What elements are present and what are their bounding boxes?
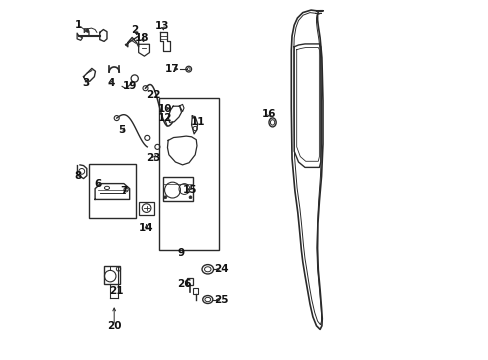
Text: 18: 18 [134,33,149,43]
Bar [139,202,153,215]
Text: 26: 26 [176,279,191,289]
Text: 4: 4 [107,78,115,88]
Circle shape [163,196,166,199]
Text: 14: 14 [139,222,154,233]
Text: 16: 16 [261,109,276,120]
Bar [104,266,120,284]
Text: 5: 5 [118,125,125,135]
Text: 24: 24 [213,264,228,274]
Text: 17: 17 [164,64,179,74]
Text: 9: 9 [178,248,184,258]
Bar [193,288,197,294]
Text: 10: 10 [157,104,171,114]
Text: 15: 15 [182,185,197,195]
Text: 11: 11 [190,117,204,127]
Text: 19: 19 [122,81,137,91]
Text: 1: 1 [74,20,81,30]
Text: 3: 3 [82,78,89,88]
Text: 6: 6 [94,179,101,189]
Text: 20: 20 [107,321,121,331]
Bar [186,278,192,285]
Text: 23: 23 [146,153,161,163]
Text: 12: 12 [157,113,171,123]
Bar [89,164,136,218]
Text: 7: 7 [120,186,127,196]
Text: 21: 21 [109,286,123,296]
Bar [163,177,193,201]
Bar [159,98,218,250]
Text: 8: 8 [74,171,81,181]
Text: 2: 2 [131,24,138,35]
Circle shape [189,196,192,199]
Text: 22: 22 [146,90,161,100]
Text: 13: 13 [155,21,169,31]
Text: 25: 25 [213,294,228,305]
